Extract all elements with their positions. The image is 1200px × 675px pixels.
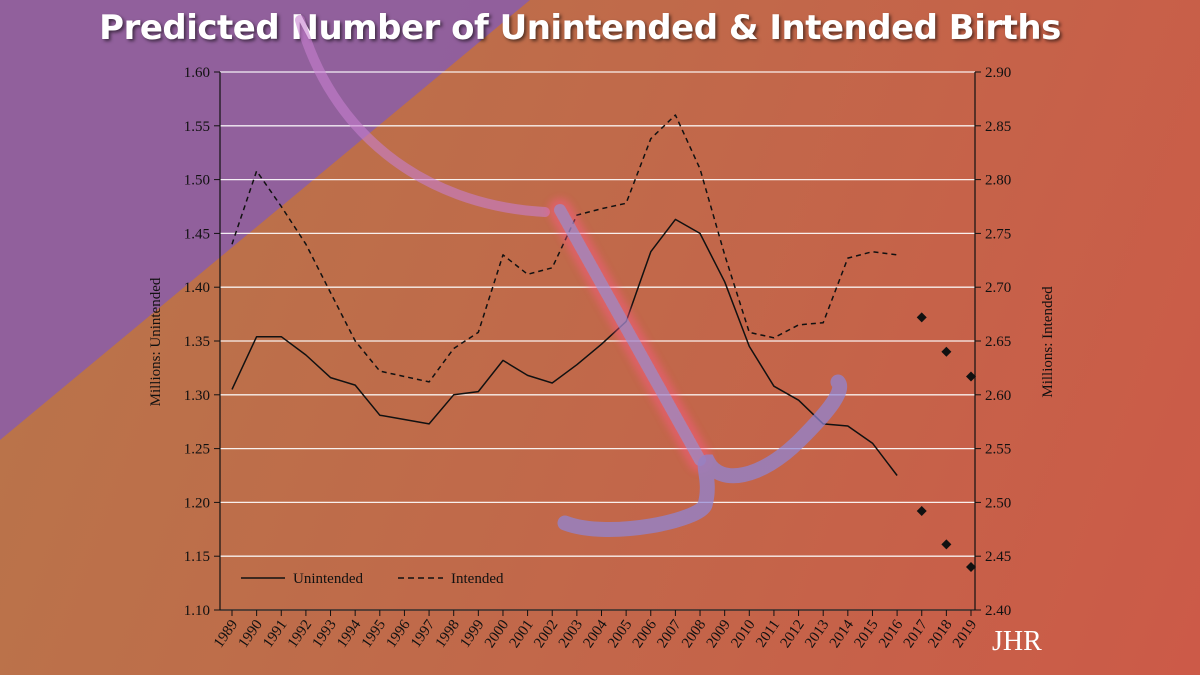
x-tick-label: 2013 [802,617,832,651]
x-tick-label: 1992 [285,617,315,651]
left-tick-label: 1.15 [184,549,210,565]
x-tick-label: 1998 [433,617,463,651]
left-tick-label: 1.40 [184,280,210,296]
x-tick-label: 1996 [383,617,414,651]
annotation-arc-stroke [295,15,550,217]
x-tick-label: 1995 [359,617,389,651]
projection-marker [941,346,952,357]
x-tick-label: 2014 [827,617,858,651]
left-tick-label: 1.50 [184,173,210,189]
x-tick-label: 1997 [408,617,439,651]
right-tick-label: 2.90 [985,65,1011,81]
left-axis-label: Millions: Unintended [148,277,164,406]
x-tick-label: 2008 [679,617,709,651]
right-tick-label: 2.85 [985,119,1011,135]
left-tick-label: 1.60 [184,65,210,81]
left-tick-label: 1.55 [184,119,210,135]
x-tick-label: 2007 [654,617,685,651]
left-tick-label: 1.10 [184,603,210,619]
slide-title: Predicted Number of Unintended & Intende… [99,8,1061,48]
right-tick-label: 2.60 [985,388,1011,404]
x-tick-label: 1990 [236,617,266,651]
right-tick-label: 2.75 [985,226,1011,242]
right-tick-label: 2.45 [985,549,1011,565]
x-tick-label: 2019 [950,617,980,651]
series-layer [231,114,976,572]
annotation-strokes [295,15,848,537]
x-tick-label: 2003 [556,617,586,651]
left-tick-label: 1.45 [184,226,210,242]
x-tick-label: 2006 [630,617,661,651]
intended-series-line [231,114,898,383]
right-axis-label: Millions: Intended [1040,286,1056,398]
x-tick-label: 2005 [605,617,635,651]
right-tick-label: 2.50 [985,495,1011,511]
left-tick-label: 1.30 [184,388,210,404]
x-tick-label: 1993 [309,617,339,651]
x-tick-label: 2002 [531,617,561,651]
projection-marker [916,312,927,323]
right-tick-label: 2.70 [985,280,1011,296]
x-tick-label: 2000 [482,617,512,651]
right-tick-label: 2.55 [985,442,1011,458]
left-tick-label: 1.25 [184,442,210,458]
x-tick-label: 2001 [507,617,537,651]
x-tick-label: 2012 [778,617,808,651]
x-tick-label: 2018 [925,617,955,651]
annotation-swoosh-stroke [557,374,848,537]
left-tick-label: 1.35 [184,334,210,350]
right-tick-label: 2.80 [985,173,1011,189]
watermark-logo: JHR [992,626,1042,657]
x-tick-label: 2011 [753,617,783,650]
x-tick-label: 1999 [457,617,487,651]
x-axis-ticks: 1989199019911992199319941995199619971998… [211,610,980,651]
right-tick-label: 2.65 [985,334,1011,350]
left-tick-label: 1.20 [184,495,210,511]
x-tick-label: 1991 [260,617,290,651]
left-axis-ticks: 1.10 1.15 1.20 1.25 1.30 1.35 1.40 1.45 1.50 1.55… [184,65,220,619]
right-axis-ticks: 2.40 2.45 2.50 2.55 2.60 2.65 2.70 2.75 2.80 2.85… [975,65,1011,619]
projection-marker [966,561,976,572]
x-tick-label: 2015 [851,617,881,651]
projection-marker [941,539,952,550]
x-tick-label: 1989 [211,617,241,651]
x-tick-label: 1994 [334,617,365,651]
x-tick-label: 2009 [704,617,734,651]
annotation-diagonal-core [554,204,706,466]
right-tick-label: 2.40 [985,603,1011,619]
x-tick-label: 2016 [876,617,907,651]
projection-marker [966,371,976,382]
legend-intended-label: Intended [451,571,504,587]
legend-unintended-label: Unintended [293,571,363,587]
x-tick-label: 2010 [728,617,758,651]
unintended-series-line [231,218,898,476]
x-tick-label: 2017 [901,617,932,651]
legend: Unintended Intended [241,571,504,587]
projection-marker [916,506,927,517]
x-tick-label: 2004 [580,617,611,651]
